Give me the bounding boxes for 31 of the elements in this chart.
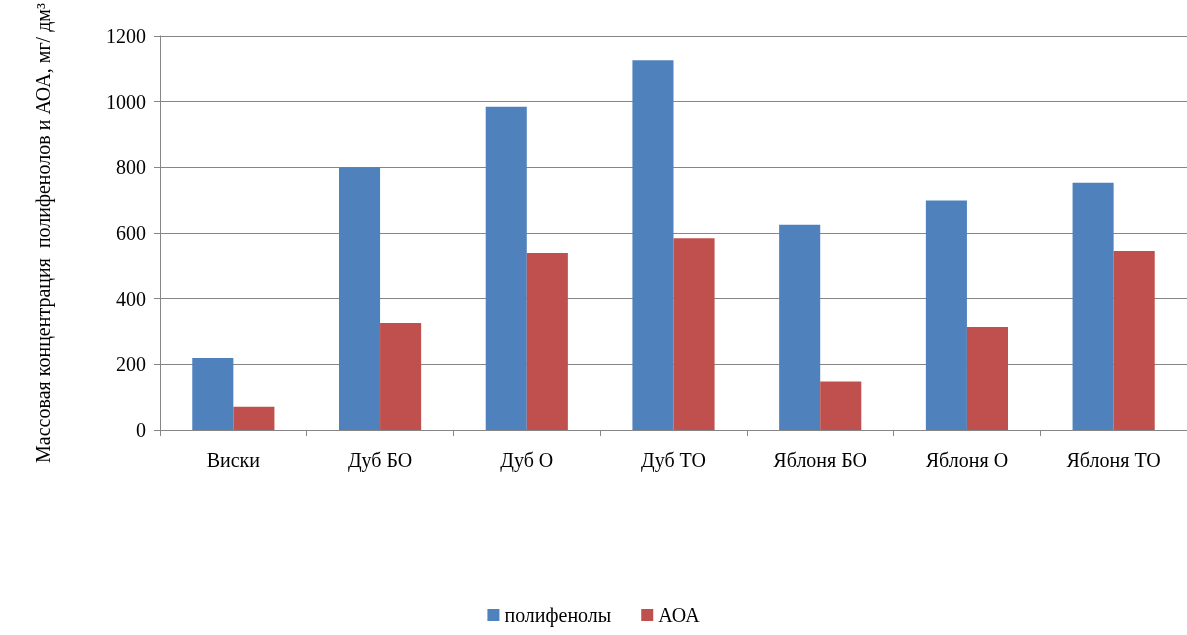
bar: [192, 358, 234, 430]
x-tick-label: Дуб БО: [347, 449, 413, 472]
legend-label: полифенолы: [504, 604, 612, 627]
bar: [820, 381, 862, 430]
y-tick-label: 400: [116, 287, 146, 310]
y-tick-label: 0: [136, 419, 146, 441]
x-tick-label: Яблоня ТО: [1066, 449, 1161, 471]
bar: [925, 200, 967, 430]
bar: [233, 406, 275, 430]
y-tick-label: 1000: [106, 90, 146, 113]
x-tick-label: Яблоня О: [925, 449, 1009, 471]
bar: [1072, 182, 1114, 430]
bar: [673, 238, 715, 430]
x-tick-label: Яблоня БО: [773, 449, 868, 471]
bar: [1113, 251, 1155, 430]
legend-label: АОА: [658, 604, 701, 626]
y-tick-label: 800: [116, 156, 146, 179]
bar: [526, 253, 568, 430]
x-tick-label: Виски: [206, 449, 261, 471]
bar: [380, 322, 422, 430]
bar: [338, 167, 381, 430]
bar: [779, 224, 821, 430]
bar: [485, 106, 527, 430]
x-tick-label: Дуб ТО: [641, 449, 706, 472]
y-axis-title: Массовая концентрация полифенолов и АОА, мг/ дм³: [32, 3, 55, 463]
bar: [632, 60, 674, 430]
y-tick-label: 1200: [106, 24, 146, 47]
y-tick-label: 200: [116, 353, 146, 376]
bar: [966, 326, 1009, 430]
x-tick-label: Дуб О: [500, 449, 554, 472]
y-tick-label: 600: [116, 221, 146, 244]
